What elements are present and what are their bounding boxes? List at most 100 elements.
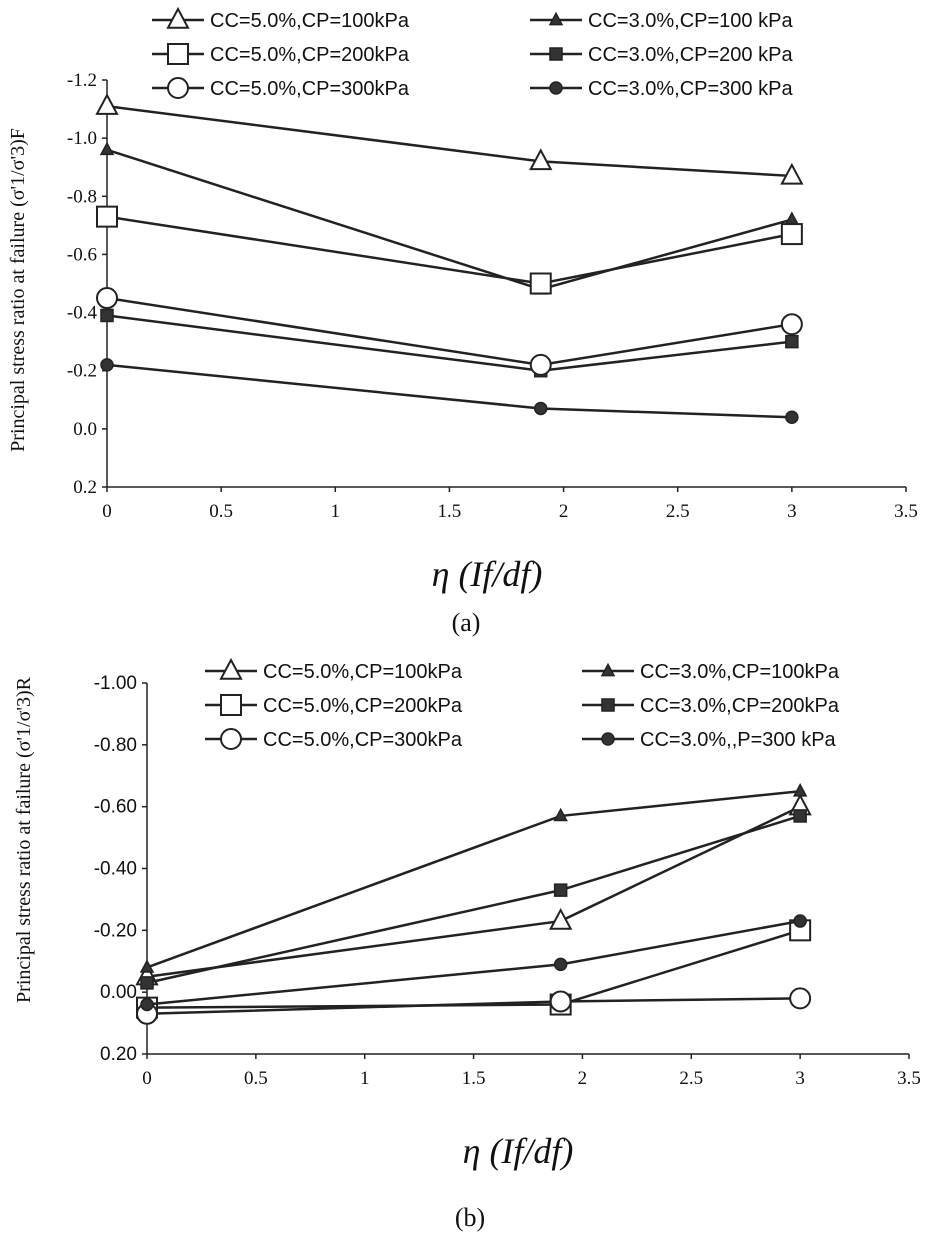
x-tick-label: 2 xyxy=(559,501,569,522)
data-point-s4-p1 xyxy=(100,308,114,323)
data-point-s6-p3 xyxy=(785,410,799,424)
data-point-s6-p2 xyxy=(533,401,548,416)
series-line-3 xyxy=(106,215,793,285)
legend-label: CC=5.0%,CP=200kPa xyxy=(263,695,463,717)
series-line-5 xyxy=(106,296,793,367)
data-point-s3-p1 xyxy=(96,205,118,228)
data-point-s6-p2 xyxy=(553,957,568,972)
x-axis-label-b: η (If/df) xyxy=(463,1131,574,1171)
data-point-s5-p2 xyxy=(529,353,552,376)
legend-label: CC=3.0%,CP=100kPa xyxy=(640,661,840,683)
legend-marker xyxy=(220,694,242,716)
series-a xyxy=(95,93,804,424)
legend-label: CC=3.0%,CP=100 kPa xyxy=(588,10,793,32)
legend-entry-2: CC=3.0%,CP=100 kPa xyxy=(530,10,793,32)
y-axis-label-a: Principal stress ratio at failure (σ'1/σ… xyxy=(7,128,29,452)
x-tick-label: 1.5 xyxy=(438,501,462,522)
data-point-s3-p2 xyxy=(529,272,552,295)
y-tick-label: -0.40 xyxy=(94,859,137,880)
y-tick-label: -0.2 xyxy=(67,361,97,382)
y-tick-label: -0.8 xyxy=(67,186,97,207)
x-tick-label: 0.5 xyxy=(209,501,233,522)
legend-entry-2: CC=3.0%,CP=100kPa xyxy=(582,661,840,683)
x-tick-label: 0 xyxy=(102,501,112,522)
legend-entry-3: CC=5.0%,CP=200kPa xyxy=(152,43,410,66)
legend-marker xyxy=(167,77,189,99)
y-tick-label: 0.0 xyxy=(73,419,97,440)
series-line-1 xyxy=(106,104,792,178)
data-point-s4-p3 xyxy=(793,809,807,823)
x-tick-label: 0 xyxy=(142,1068,152,1089)
x-tick-label: 2.5 xyxy=(666,501,690,522)
data-point-s2-p2 xyxy=(553,807,568,822)
y-tick-label: -0.80 xyxy=(94,735,137,756)
legend-marker xyxy=(220,728,242,750)
x-tick-label: 1.5 xyxy=(462,1068,486,1089)
x-tick-label: 1 xyxy=(360,1068,370,1089)
data-point-s4-p1 xyxy=(140,976,154,990)
data-point-s5-p3 xyxy=(780,313,803,336)
legend-a: CC=5.0%,CP=100kPa CC=3.0%,CP=100 kPa CC=5.… xyxy=(152,6,793,100)
legend-entry-5: CC=5.0%,CP=300kPa xyxy=(152,77,410,100)
legend-marker xyxy=(548,11,564,26)
axes-b: -1.00 -0.80 -0.60 -0.40 -0.20 0.00 0.200 0.5 1 1.… xyxy=(94,673,921,1089)
data-point-s2-p1 xyxy=(99,141,115,156)
legend-marker xyxy=(167,43,189,65)
series-b xyxy=(135,783,812,1025)
legend-entry-1: CC=5.0%,CP=100kPa xyxy=(205,657,463,683)
legend-b: CC=5.0%,CP=100kPa CC=3.0%,CP=100kPa CC=5.0… xyxy=(205,657,840,751)
data-point-s1-p2 xyxy=(529,148,553,171)
y-tick-label: -0.6 xyxy=(67,244,97,265)
legend-entry-6: CC=3.0%,,P=300 kPa xyxy=(582,729,837,751)
series-line-2 xyxy=(146,789,801,969)
y-tick-label: 0.2 xyxy=(73,477,97,498)
caption-b: (b) xyxy=(455,1203,485,1232)
data-point-s5-p1 xyxy=(96,287,118,310)
legend-marker xyxy=(219,657,243,680)
y-tick-label: -1.0 xyxy=(67,128,97,149)
legend-entry-6: CC=3.0%,CP=300 kPa xyxy=(530,78,793,100)
x-tick-label: 3.5 xyxy=(897,1068,921,1089)
x-tick-label: 3 xyxy=(795,1068,805,1089)
axes-a: -1.2 -1.0 -0.8 -0.6 -0.4 -0.2 0.0 0.20 0.5 1 1.5 2 2… xyxy=(67,70,918,522)
chart-a: CC=5.0%,CP=100kPa CC=3.0%,CP=100 kPa CC=5.… xyxy=(7,6,918,637)
y-tick-label: -0.60 xyxy=(94,797,137,818)
legend-label: CC=5.0%,CP=200kPa xyxy=(210,44,410,66)
y-axis-label-b: Principal stress ratio at failure (σ'1/σ… xyxy=(13,676,35,1003)
data-point-s2-p1 xyxy=(139,959,155,973)
y-tick-label: -1.00 xyxy=(94,673,137,694)
x-tick-label: 0.5 xyxy=(244,1068,268,1089)
y-tick-label: 0.00 xyxy=(100,982,137,1003)
legend-entry-4: CC=3.0%,CP=200kPa xyxy=(582,695,840,717)
data-point-s1-p2 xyxy=(548,907,573,930)
data-point-s5-p2 xyxy=(549,990,572,1013)
legend-marker xyxy=(549,47,563,61)
legend-label: CC=3.0%,CP=200kPa xyxy=(640,695,840,717)
y-tick-label: 0.20 xyxy=(100,1044,137,1065)
legend-label: CC=5.0%,CP=300kPa xyxy=(263,729,463,751)
y-tick-label: -1.2 xyxy=(67,70,97,91)
series-line-4 xyxy=(146,814,801,985)
data-point-s1-p1 xyxy=(95,93,119,115)
series-line-6 xyxy=(106,363,792,419)
series-line-1 xyxy=(146,805,801,978)
data-point-s3-p3 xyxy=(780,223,803,246)
caption-a: (a) xyxy=(452,608,481,637)
legend-label: CC=3.0%,,P=300 kPa xyxy=(640,729,837,751)
legend-label: CC=5.0%,CP=100kPa xyxy=(263,661,463,683)
legend-marker xyxy=(601,698,615,712)
chart-b: CC=5.0%,CP=100kPa CC=3.0%,CP=100kPa CC=5.0… xyxy=(13,657,921,1232)
legend-entry-5: CC=5.0%,CP=300kPa xyxy=(205,728,463,751)
data-point-s4-p3 xyxy=(785,334,799,349)
legend-marker xyxy=(600,662,616,677)
legend-entry-1: CC=5.0%,CP=100kPa xyxy=(152,6,410,32)
x-axis-label-a: η (If/df) xyxy=(432,554,543,594)
x-tick-label: 1 xyxy=(331,501,341,522)
data-point-s6-p3 xyxy=(793,914,807,928)
data-point-s6-p1 xyxy=(140,997,154,1012)
x-tick-label: 2.5 xyxy=(679,1068,703,1089)
y-tick-label: -0.4 xyxy=(67,303,98,324)
y-tick-label: -0.20 xyxy=(94,920,137,941)
data-point-s1-p3 xyxy=(780,162,804,185)
legend-marker xyxy=(166,6,190,29)
